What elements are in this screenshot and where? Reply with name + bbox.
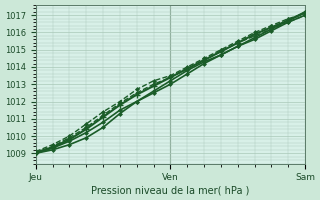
- X-axis label: Pression niveau de la mer( hPa ): Pression niveau de la mer( hPa ): [91, 185, 250, 195]
